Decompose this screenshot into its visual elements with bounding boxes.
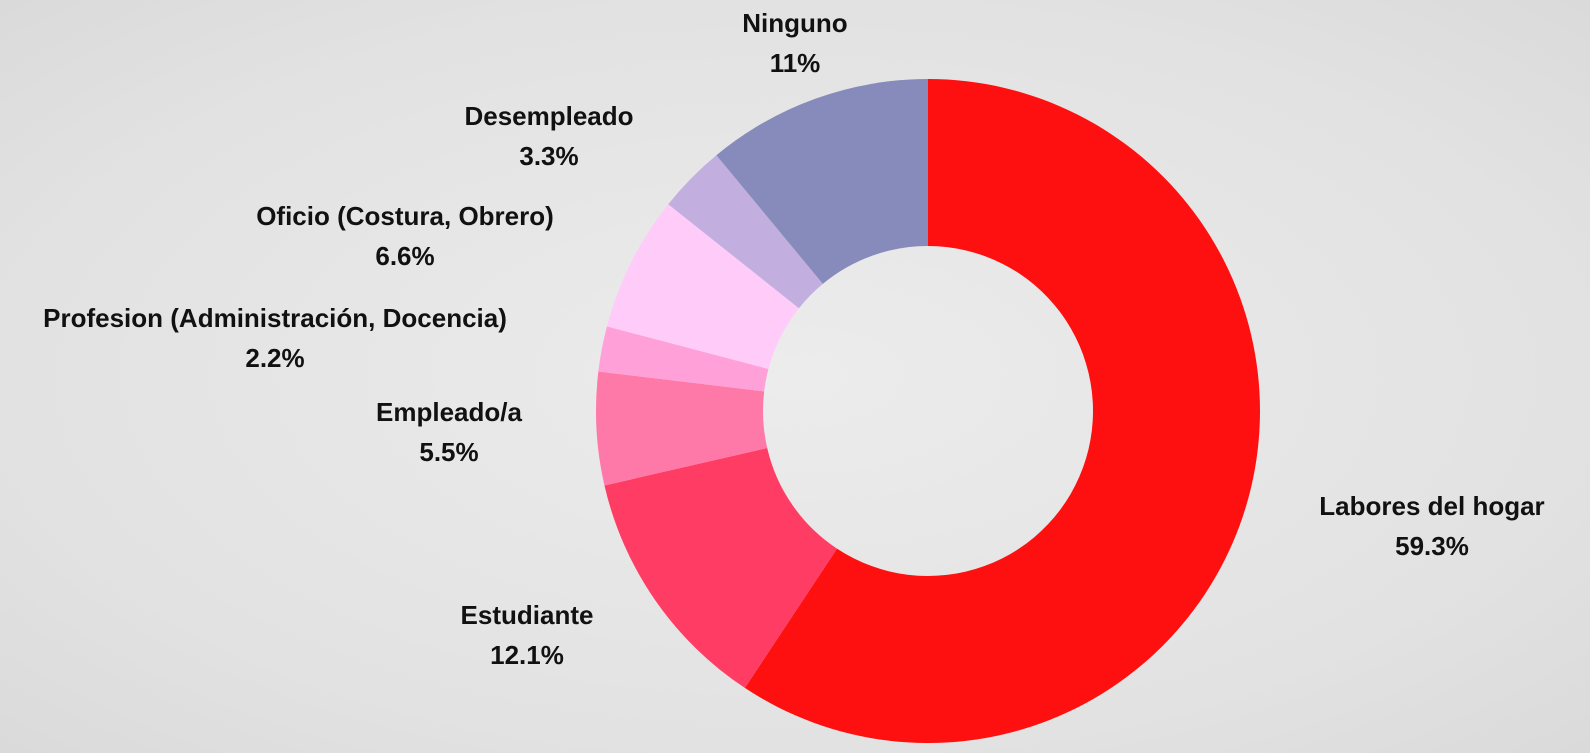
segment-label: Estudiante (461, 600, 594, 630)
segment-value-label: 11% (770, 48, 821, 78)
segment-label: Ninguno (742, 8, 847, 38)
segment-label: Desempleado (464, 101, 633, 131)
segment-value-label: 12.1% (490, 640, 564, 670)
donut-segment (598, 326, 769, 392)
donut-segment (606, 204, 799, 369)
donut-segment (744, 79, 1261, 743)
donut-segment (668, 155, 823, 309)
segment-label: Profesion (Administración, Docencia) (43, 303, 507, 333)
donut-segment (604, 448, 837, 688)
segment-label: Oficio (Costura, Obrero) (256, 201, 554, 231)
segment-value-label: 3.3% (519, 141, 578, 171)
segment-value-label: 59.3% (1395, 531, 1469, 561)
segment-value-label: 2.2% (245, 343, 304, 373)
segment-value-label: 5.5% (419, 437, 478, 467)
donut-segment (716, 78, 928, 284)
segment-label: Labores del hogar (1319, 491, 1544, 521)
donut-segment (596, 371, 768, 486)
segment-value-label: 6.6% (375, 241, 434, 271)
segment-label: Empleado/a (376, 397, 522, 427)
